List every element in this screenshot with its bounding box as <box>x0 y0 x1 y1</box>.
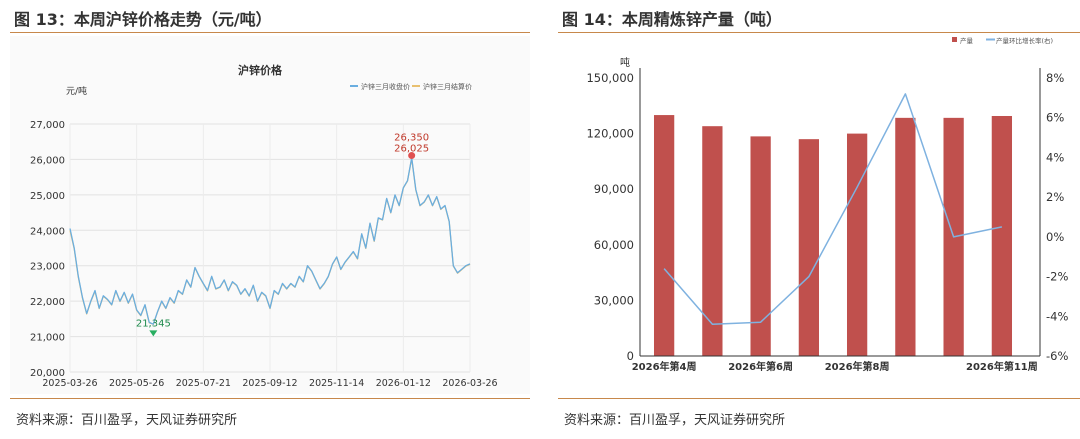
x-tick-label: 2026年第4周 <box>632 360 697 373</box>
source-divider <box>10 398 530 399</box>
y2-tick-label: -4% <box>1046 309 1068 323</box>
y2-tick-label: -2% <box>1046 270 1068 284</box>
growth-line <box>663 93 1003 325</box>
legend-label: 沪锌三月收盘价 <box>361 82 410 91</box>
y2-tick-label: -6% <box>1046 349 1068 363</box>
y-tick-label: 25,000 <box>30 191 65 202</box>
x-tick-label: 2026-01-12 <box>376 378 431 389</box>
x-tick-label: 2026-03-26 <box>442 378 497 389</box>
y-tick-label: 60,000 <box>594 238 634 252</box>
x-tick-label: 2025-05-26 <box>109 378 164 389</box>
legend-label: 产量环比增长率(右) <box>996 36 1053 45</box>
max-label: 26,350 <box>394 133 429 144</box>
y2-tick-label: 0% <box>1046 230 1064 244</box>
x-tick-label: 2025-11-14 <box>309 378 364 389</box>
legend: 沪锌三月收盘价 沪锌三月结算价 <box>350 82 472 91</box>
y-axis-ticks: 0 30,000 60,000 90,000 120,000 150,000 <box>586 71 634 363</box>
figure-title: 图 14：本周精炼锌产量（吨） <box>562 10 782 29</box>
legend-label: 沪锌三月结算价 <box>423 82 472 91</box>
source-note: 资料来源：百川盈孚，天风证券研究所 <box>564 413 786 428</box>
y-axis-label: 元/吨 <box>66 85 87 97</box>
x-tick-label: 2025-03-26 <box>42 378 97 389</box>
zinc-output-chart: 吨 产量 产量环比增长率(右) 0 30,000 60,000 90,000 120,00… <box>586 36 1068 373</box>
x-tick-label: 2026年第6周 <box>728 360 793 373</box>
max-marker <box>408 152 416 160</box>
x-tick-label: 2025-07-21 <box>176 378 231 389</box>
title-divider <box>558 32 1080 33</box>
y-tick-label: 20,000 <box>30 368 65 379</box>
y-tick-label: 23,000 <box>30 262 65 273</box>
zinc-price-chart-container: 沪锌价格 元/吨 沪锌三月收盘价 沪锌三月结算价 20,000 21,000 22,0… <box>10 36 530 394</box>
y-tick-label: 27,000 <box>30 120 65 131</box>
y2-tick-label: 4% <box>1046 150 1064 164</box>
source-divider <box>558 398 1080 399</box>
bar <box>846 133 868 356</box>
bar <box>653 115 675 356</box>
title-divider <box>10 32 530 33</box>
zinc-price-chart: 沪锌价格 元/吨 沪锌三月收盘价 沪锌三月结算价 20,000 21,000 22,0… <box>30 63 498 389</box>
y2-tick-label: 2% <box>1046 190 1064 204</box>
min-marker <box>149 330 158 337</box>
y2-axis-ticks: -6% -4% -2% 0% 2% 4% 6% 8% <box>1046 71 1068 363</box>
y-tick-label: 22,000 <box>30 297 65 308</box>
figure-title: 图 13：本周沪锌价格走势（元/吨） <box>14 10 272 29</box>
bar <box>895 117 916 356</box>
x-axis-ticks: 2026年第4周 2026年第6周 2026年第8周 2026年第11周 <box>632 360 1038 373</box>
min-label: 21,345 <box>136 318 171 329</box>
legend: 产量 产量环比增长率(右) <box>952 36 1053 45</box>
bar <box>750 136 771 356</box>
x-tick-label: 2025-09-12 <box>242 378 297 389</box>
figure-14-panel: 图 14：本周精炼锌产量（吨） 吨 产量 产量环比增长率(右) 0 30,000 60… <box>548 0 1080 439</box>
figure-13-panel: 图 13：本周沪锌价格走势（元/吨） 沪锌价格 元/吨 沪锌三月收盘价 沪锌三月结… <box>0 0 530 439</box>
legend-label: 产量 <box>960 36 974 45</box>
x-tick-label: 2026年第11周 <box>966 360 1038 373</box>
bars <box>653 115 1013 356</box>
legend-swatch <box>952 37 957 42</box>
y-axis-ticks: 20,000 21,000 22,000 23,000 24,000 25,000 26,0… <box>30 120 65 379</box>
series-line-0 <box>69 157 471 325</box>
y-tick-label: 0 <box>627 349 634 363</box>
bar <box>991 115 1013 356</box>
max-settle-label: 26,025 <box>394 144 429 155</box>
y-tick-label: 30,000 <box>594 293 634 307</box>
y-tick-label: 120,000 <box>586 127 634 141</box>
y-tick-label: 150,000 <box>586 71 634 85</box>
series-lines <box>69 157 471 325</box>
y2-tick-label: 8% <box>1046 71 1064 85</box>
chart-title: 沪锌价格 <box>238 63 283 77</box>
grid <box>69 123 471 373</box>
bar <box>702 126 723 356</box>
source-note: 资料来源：百川盈孚，天风证券研究所 <box>16 413 238 428</box>
x-axis-ticks: 2025-03-26 2025-05-26 2025-07-21 2025-09-12… <box>42 378 497 389</box>
y2-tick-label: 6% <box>1046 111 1064 125</box>
zinc-output-chart-container: 吨 产量 产量环比增长率(右) 0 30,000 60,000 90,000 120,00… <box>558 36 1078 394</box>
y-tick-label: 26,000 <box>30 155 65 166</box>
y-axis-label: 吨 <box>620 56 630 69</box>
y-tick-label: 90,000 <box>594 182 634 196</box>
bar <box>798 139 820 356</box>
axes <box>639 68 1041 357</box>
y-tick-label: 21,000 <box>30 333 65 344</box>
x-tick-label: 2026年第8周 <box>825 360 890 373</box>
growth-polyline <box>663 93 1003 325</box>
y-tick-label: 24,000 <box>30 226 65 237</box>
